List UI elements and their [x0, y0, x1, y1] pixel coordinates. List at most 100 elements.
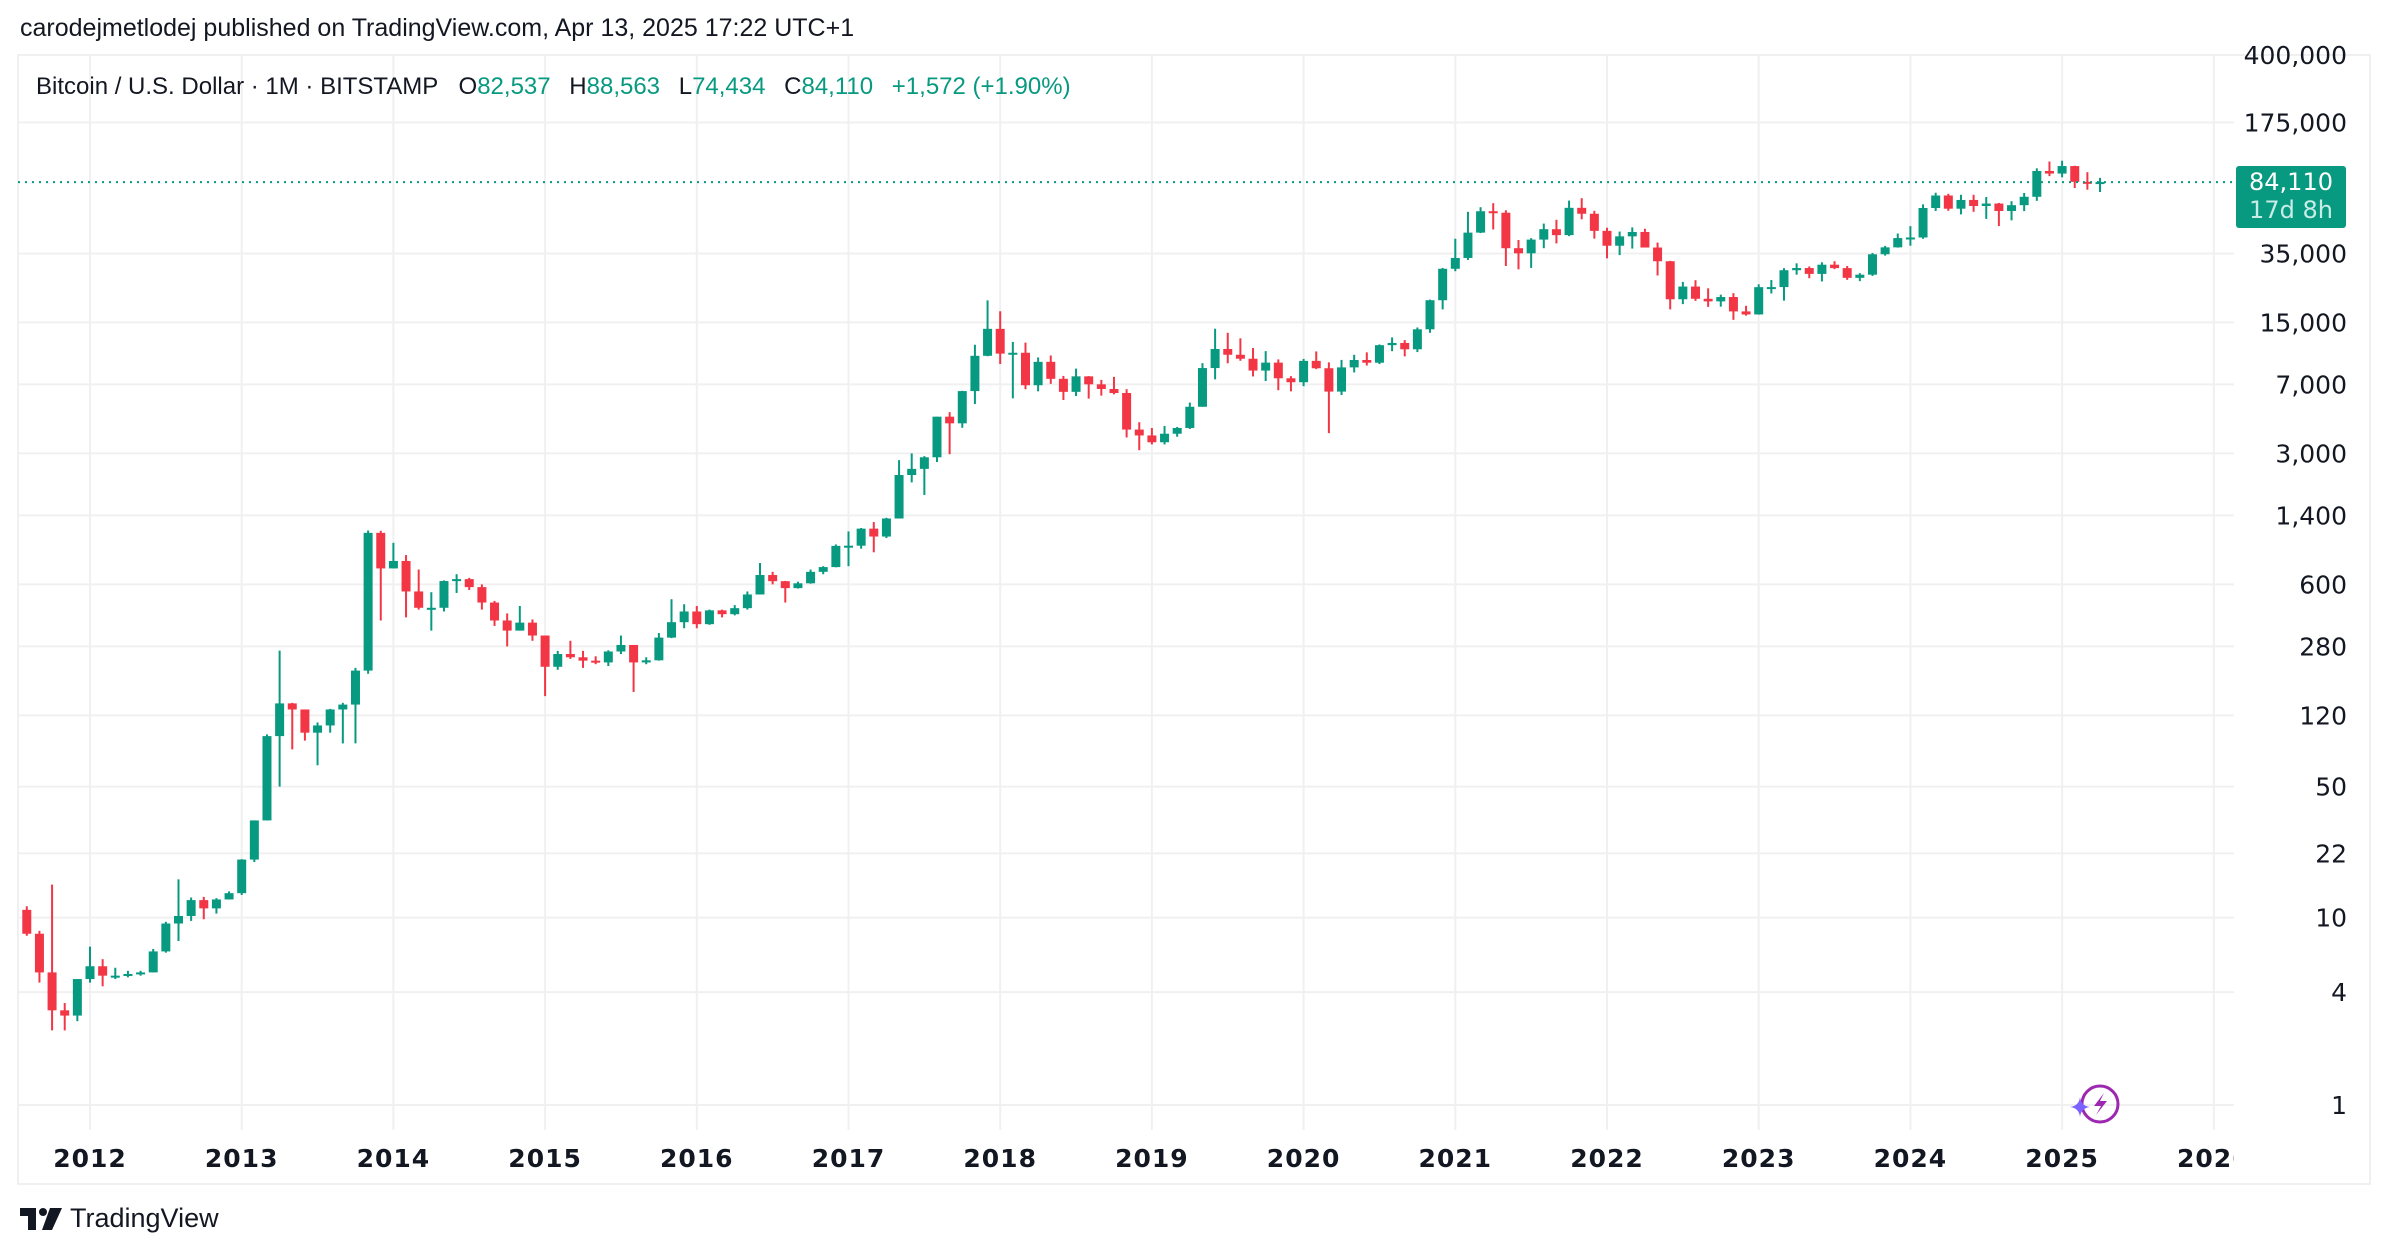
candle	[2032, 168, 2042, 201]
candle-body	[1501, 212, 1511, 249]
candle-body	[1223, 348, 1233, 355]
candle-body	[98, 966, 108, 976]
candle-body	[755, 575, 765, 595]
candle-body	[47, 972, 57, 1011]
candle-body	[60, 1010, 70, 1016]
legend: Bitcoin / U.S. Dollar · 1M · BITSTAMP O8…	[36, 73, 1071, 100]
candle-body	[654, 637, 664, 661]
candle	[1374, 344, 1384, 365]
candle-body	[995, 328, 1005, 354]
candle	[818, 566, 828, 575]
candle-body	[1690, 286, 1700, 299]
candle-body	[780, 581, 790, 589]
candle-body	[957, 391, 967, 424]
lightning-indicator-icon[interactable]	[2070, 1084, 2120, 1124]
candle	[262, 734, 272, 821]
candle-body	[1273, 362, 1283, 379]
candle	[60, 1003, 70, 1031]
candle-body	[1943, 195, 1953, 209]
candle	[464, 577, 474, 590]
candle	[957, 390, 967, 428]
candle	[439, 580, 449, 612]
candle-body	[578, 657, 588, 661]
candle	[616, 635, 626, 655]
candle	[1703, 288, 1713, 307]
candle	[1084, 376, 1094, 399]
candle-body	[1286, 378, 1296, 383]
candle-body	[1438, 268, 1448, 301]
price-axis[interactable]: 400,000 175,000 35,000 15,000 7,000 3,000 1,40…	[2244, 41, 2347, 1120]
candle-body	[34, 933, 44, 973]
candle-body	[1728, 297, 1738, 312]
candle-body	[1197, 368, 1207, 407]
candle	[1387, 337, 1397, 352]
candle	[742, 591, 752, 610]
candle-body	[1020, 352, 1030, 386]
candle	[1046, 355, 1056, 384]
candle	[1235, 338, 1245, 361]
candle-body	[2082, 181, 2092, 184]
last-price-value: 84,110	[2249, 168, 2333, 196]
candle	[1893, 233, 1903, 248]
candle	[47, 884, 57, 1031]
candle	[72, 979, 82, 1022]
time-axis[interactable]: 2012 2013 2014 2015 2016 2017 2018 2019 2020 2021…	[53, 1144, 2250, 1173]
candle	[869, 522, 879, 553]
footer-brand[interactable]: TradingView	[20, 1203, 219, 1234]
y-tick-label: 7,000	[2275, 370, 2347, 399]
bar-countdown: 17d 8h	[2249, 196, 2333, 224]
candle	[490, 600, 500, 626]
candle	[1514, 239, 1524, 270]
candle	[98, 959, 108, 987]
candle	[1223, 332, 1233, 364]
candle	[388, 542, 398, 569]
candle	[1754, 284, 1764, 315]
candle	[844, 531, 853, 567]
candle	[1981, 197, 1991, 219]
candle-body	[818, 567, 828, 572]
candle	[970, 344, 980, 405]
candle-body	[1994, 203, 2004, 211]
x-tick-label: 2015	[508, 1144, 582, 1173]
brand-name: TradingView	[70, 1203, 219, 1233]
candle	[211, 898, 221, 914]
candle-body	[1476, 211, 1486, 233]
candle-body	[1514, 248, 1524, 254]
candle-body	[2057, 166, 2067, 174]
candle	[1551, 219, 1561, 244]
candle-body	[565, 654, 575, 658]
candle-body	[591, 660, 601, 663]
candle-body	[1969, 199, 1979, 206]
candle	[1539, 223, 1549, 249]
candle-body	[439, 581, 449, 608]
candle	[806, 569, 816, 584]
candle	[1627, 227, 1637, 249]
candle	[1400, 340, 1410, 357]
candle-body	[1033, 361, 1043, 386]
candle	[1438, 267, 1448, 310]
candle	[1855, 273, 1865, 282]
candle	[717, 609, 727, 618]
candle	[679, 604, 689, 629]
candle	[1033, 357, 1043, 392]
candle	[629, 644, 639, 692]
candle	[1741, 305, 1751, 316]
candle	[881, 517, 891, 539]
candle-body	[300, 709, 310, 733]
candle-body	[1880, 247, 1890, 255]
candle-body	[831, 545, 841, 568]
candle	[287, 702, 297, 750]
y-tick-label: 1	[2331, 1091, 2347, 1120]
candle-body	[1981, 203, 1991, 206]
candle-body	[1754, 287, 1764, 315]
candle	[1160, 426, 1170, 445]
legend-change: +1,572 (+1.90%)	[892, 73, 1071, 100]
chart-frame	[17, 54, 2371, 1185]
y-tick-label: 4	[2331, 978, 2347, 1007]
candle-body	[22, 909, 32, 934]
candle	[1842, 265, 1852, 280]
candle-body	[376, 532, 386, 569]
candle	[1564, 200, 1574, 237]
candle-body	[1792, 268, 1802, 271]
